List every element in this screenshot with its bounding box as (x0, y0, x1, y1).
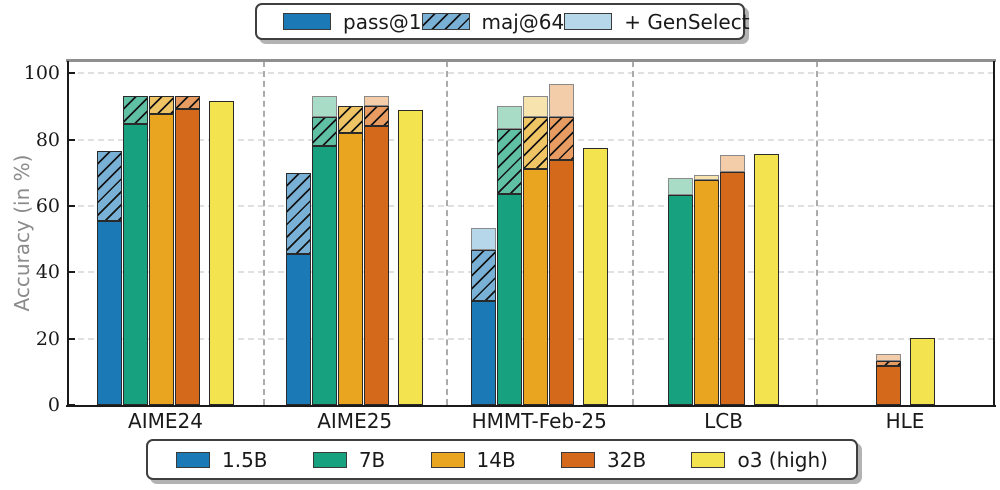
stack-legend-item-genselect: + GenSelect (564, 9, 750, 34)
bar-segment-pass1-32B-HLE (875, 365, 901, 405)
model-32b-label: 32B (607, 447, 647, 472)
bar-segment-pass1-14B-LCB (694, 180, 719, 405)
bar-segment-maj64-32B-AIME25 (364, 106, 390, 127)
bar-segment-pass1-7B-HMMT-Feb-25 (496, 194, 522, 405)
right-spine (993, 61, 995, 405)
left-spine (67, 61, 69, 405)
bar-segment-pass1-32B-HMMT-Feb-25 (548, 160, 574, 405)
y-tick-label: 0 (47, 394, 60, 416)
bar-segment-pass1-32B-AIME25 (364, 126, 390, 405)
model-1-5b-swatch-icon (176, 451, 210, 468)
model-7b-swatch-icon (312, 451, 347, 468)
stack-legend: pass@1 maj@64 + GenSelect (255, 3, 750, 40)
model-1-5b-label: 1.5B (222, 447, 268, 472)
y-tickmark-80 (68, 138, 75, 141)
top-spine (66, 59, 996, 62)
plot-area (66, 59, 996, 407)
bar-segment-genselect-7B-AIME25 (312, 95, 338, 118)
y-tickmark-100 (68, 72, 75, 75)
bottom-spine (66, 405, 996, 407)
bar-segment-genselect-14B-HMMT-Feb-25 (522, 95, 548, 118)
bar-segment-genselect-15B-HMMT-Feb-25 (470, 228, 496, 251)
bar-segment-maj64-32B-HLE (875, 360, 901, 366)
bar-segment-genselect-32B-AIME25 (364, 95, 390, 107)
bar-segment-genselect-14B-LCB (694, 175, 719, 181)
model-legend-item-14b: 14B (430, 447, 516, 472)
x-category-label-HLE: HLE (885, 409, 925, 433)
y-axis-title: Accuracy (in %) (10, 154, 34, 312)
bar-segment-genselect-32B-HLE (875, 353, 901, 361)
model-legend-item-o3: o3 (high) (691, 450, 828, 470)
pass1-swatch-icon (283, 13, 331, 30)
model-legend-item-7b: 7B (312, 447, 386, 472)
model-legend: 1.5B 7B 14B 32B o3 (high) (146, 439, 858, 480)
bar-segment-pass1-14B-HMMT-Feb-25 (522, 168, 548, 405)
y-tick-label: 80 (35, 128, 60, 151)
group-separator (816, 61, 818, 405)
group-separator (446, 61, 448, 405)
model-7b-label: 7B (358, 447, 386, 472)
model-14b-label: 14B (476, 447, 516, 472)
bar-segment-maj64-15B-AIME24 (97, 150, 122, 221)
bar-segment-pass1-32B-LCB (720, 172, 745, 405)
bar-segment-pass1-o3high-AIME24 (209, 101, 234, 405)
maj64-swatch-icon (421, 13, 470, 30)
bar-segment-maj64-7B-HMMT-Feb-25 (496, 128, 522, 195)
model-14b-swatch-icon (430, 451, 465, 468)
bar-segment-maj64-32B-AIME24 (175, 95, 200, 110)
model-legend-item-1-5b: 1.5B (176, 450, 268, 470)
bar-segment-pass1-7B-AIME24 (123, 124, 148, 405)
gridline-100 (68, 72, 994, 75)
bar-segment-genselect-7B-HMMT-Feb-25 (496, 106, 522, 129)
bar-segment-maj64-14B-AIME25 (338, 106, 364, 133)
bar-segment-maj64-7B-AIME25 (312, 117, 338, 146)
bar-segment-maj64-15B-HMMT-Feb-25 (470, 250, 496, 301)
x-category-label-HMMT-Feb-25: HMMT-Feb-25 (471, 409, 607, 433)
bar-segment-pass1-15B-HMMT-Feb-25 (470, 300, 496, 405)
x-category-label-AIME25: AIME25 (317, 409, 393, 433)
model-o3-swatch-icon (691, 451, 726, 468)
stack-legend-item-maj64: maj@64 (421, 9, 565, 34)
y-tick-label: 40 (35, 261, 60, 284)
y-tick-label: 20 (35, 327, 60, 350)
group-separator (632, 61, 634, 405)
model-32b-swatch-icon (561, 451, 595, 468)
bar-segment-pass1-o3high-AIME25 (398, 110, 424, 405)
y-tick-label: 60 (35, 194, 60, 217)
genselect-label: + GenSelect (624, 9, 750, 34)
bar-segment-pass1-o3high-HLE (909, 337, 935, 405)
x-category-label-LCB: LCB (704, 409, 743, 433)
bar-segment-genselect-32B-LCB (720, 155, 745, 173)
y-tick-label: 100 (23, 62, 60, 85)
model-o3-label: o3 (high) (737, 447, 828, 472)
y-tickmark-20 (68, 337, 75, 340)
bar-segment-pass1-7B-AIME25 (312, 145, 338, 405)
genselect-swatch-icon (564, 13, 613, 30)
group-separator (263, 61, 265, 405)
bar-segment-maj64-7B-AIME24 (123, 95, 148, 125)
bar-segment-pass1-14B-AIME25 (338, 133, 364, 405)
bar-segment-pass1-14B-AIME24 (149, 113, 174, 405)
bar-segment-pass1-o3high-LCB (754, 153, 779, 405)
y-tickmark-60 (68, 204, 75, 207)
bar-segment-genselect-32B-HMMT-Feb-25 (548, 84, 574, 118)
bar-segment-genselect-7B-LCB (668, 178, 693, 196)
maj64-label: maj@64 (481, 9, 565, 34)
bar-segment-maj64-14B-HMMT-Feb-25 (522, 117, 548, 169)
bar-segment-maj64-15B-AIME25 (286, 172, 312, 254)
bar-segment-pass1-7B-LCB (668, 195, 693, 405)
x-category-label-AIME24: AIME24 (128, 409, 203, 433)
bar-segment-pass1-32B-AIME24 (175, 109, 200, 405)
stack-legend-item-pass1: pass@1 (283, 12, 422, 32)
y-tickmark-40 (68, 271, 75, 274)
bar-segment-pass1-o3high-HMMT-Feb-25 (582, 147, 608, 405)
bar-segment-maj64-14B-AIME24 (149, 95, 174, 114)
bar-segment-pass1-15B-AIME25 (286, 253, 312, 405)
bar-segment-pass1-15B-AIME24 (97, 220, 122, 405)
model-legend-item-32b: 32B (561, 450, 646, 470)
bar-segment-maj64-32B-HMMT-Feb-25 (548, 117, 574, 161)
pass1-label: pass@1 (343, 9, 422, 34)
